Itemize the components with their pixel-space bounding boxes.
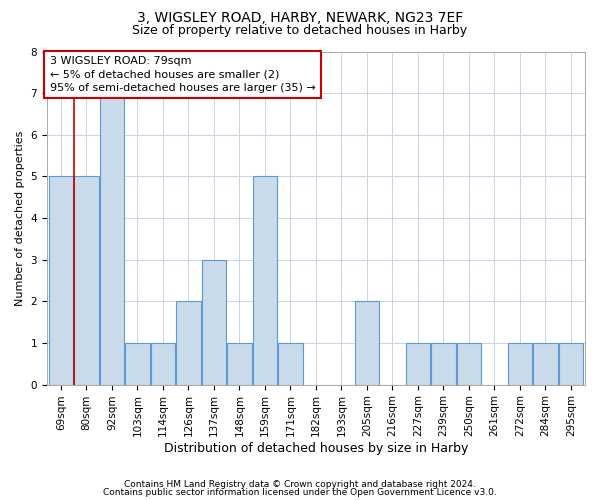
Bar bbox=[125, 343, 149, 384]
Bar bbox=[406, 343, 430, 384]
Bar bbox=[176, 302, 200, 384]
Bar bbox=[253, 176, 277, 384]
Bar bbox=[151, 343, 175, 384]
Text: Size of property relative to detached houses in Harby: Size of property relative to detached ho… bbox=[133, 24, 467, 37]
Text: Contains HM Land Registry data © Crown copyright and database right 2024.: Contains HM Land Registry data © Crown c… bbox=[124, 480, 476, 489]
Bar bbox=[431, 343, 455, 384]
Bar bbox=[355, 302, 379, 384]
Y-axis label: Number of detached properties: Number of detached properties bbox=[15, 130, 25, 306]
Bar bbox=[100, 93, 124, 384]
Text: 3 WIGSLEY ROAD: 79sqm
← 5% of detached houses are smaller (2)
95% of semi-detach: 3 WIGSLEY ROAD: 79sqm ← 5% of detached h… bbox=[50, 56, 316, 93]
Text: Contains public sector information licensed under the Open Government Licence v3: Contains public sector information licen… bbox=[103, 488, 497, 497]
Bar bbox=[508, 343, 532, 384]
X-axis label: Distribution of detached houses by size in Harby: Distribution of detached houses by size … bbox=[164, 442, 468, 455]
Text: 3, WIGSLEY ROAD, HARBY, NEWARK, NG23 7EF: 3, WIGSLEY ROAD, HARBY, NEWARK, NG23 7EF bbox=[137, 11, 463, 25]
Bar bbox=[227, 343, 251, 384]
Bar bbox=[457, 343, 481, 384]
Bar bbox=[278, 343, 302, 384]
Bar bbox=[559, 343, 583, 384]
Bar bbox=[533, 343, 557, 384]
Bar bbox=[49, 176, 73, 384]
Bar bbox=[74, 176, 98, 384]
Bar bbox=[202, 260, 226, 384]
